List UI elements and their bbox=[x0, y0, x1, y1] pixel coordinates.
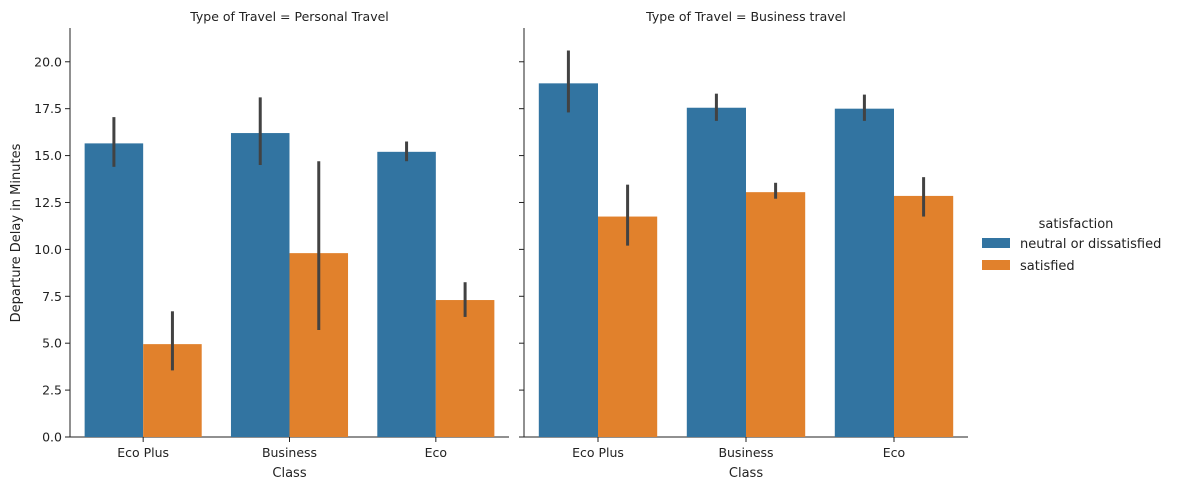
x-tick-label: Business bbox=[718, 445, 773, 460]
y-tick-label: 7.5 bbox=[42, 289, 62, 304]
bar-satisfied-business bbox=[746, 192, 806, 437]
legend-swatch-neutral-or-dissatisfied bbox=[982, 238, 1010, 248]
panel-title: Type of Travel = Business travel bbox=[645, 9, 846, 24]
legend-swatch-satisfied bbox=[982, 260, 1010, 270]
y-tick-label: 2.5 bbox=[42, 383, 62, 398]
bar-neutral-or-dissatisfied-eco-plus bbox=[84, 143, 144, 437]
legend-label-satisfied: satisfied bbox=[1020, 259, 1075, 274]
bar-neutral-or-dissatisfied-eco bbox=[834, 108, 894, 437]
x-tick-label: Eco Plus bbox=[117, 445, 169, 460]
y-tick-label: 17.5 bbox=[34, 101, 62, 116]
bar-satisfied-eco bbox=[894, 195, 954, 437]
x-axis-label: Class bbox=[729, 466, 763, 481]
x-tick-label: Eco bbox=[883, 445, 905, 460]
panel-2: Type of Travel = Business travel Eco Plus… bbox=[519, 9, 968, 481]
x-axis-label: Class bbox=[272, 466, 306, 481]
y-tick-label: 15.0 bbox=[34, 148, 62, 163]
x-tick-label: Business bbox=[262, 445, 317, 460]
y-tick-label: 10.0 bbox=[34, 242, 62, 257]
bar-neutral-or-dissatisfied-business bbox=[686, 107, 746, 437]
y-axis-label: Departure Delay in Minutes bbox=[9, 143, 24, 322]
legend: satisfaction neutral or dissatisfied sat… bbox=[982, 217, 1161, 274]
panels: Type of Travel = Personal Travel 0.0 2.5 5.… bbox=[34, 9, 968, 481]
y-tick-label: 12.5 bbox=[34, 195, 62, 210]
panel-1: Type of Travel = Personal Travel 0.0 2.5 5.… bbox=[34, 9, 509, 481]
legend-title: satisfaction bbox=[1039, 217, 1114, 232]
bar-neutral-or-dissatisfied-eco bbox=[377, 151, 436, 437]
bar-satisfied-eco-plus bbox=[598, 216, 658, 437]
y-tick-label: 0.0 bbox=[42, 430, 62, 445]
bar-neutral-or-dissatisfied-business bbox=[230, 133, 290, 438]
legend-label-neutral-or-dissatisfied: neutral or dissatisfied bbox=[1020, 237, 1161, 252]
y-tick-label: 5.0 bbox=[42, 336, 62, 351]
x-tick-label: Eco Plus bbox=[572, 445, 624, 460]
bar-satisfied-eco bbox=[435, 300, 495, 437]
bar-neutral-or-dissatisfied-eco-plus bbox=[538, 83, 598, 438]
y-tick-label: 20.0 bbox=[34, 54, 62, 69]
panel-title: Type of Travel = Personal Travel bbox=[189, 9, 389, 24]
x-tick-label: Eco bbox=[425, 445, 447, 460]
